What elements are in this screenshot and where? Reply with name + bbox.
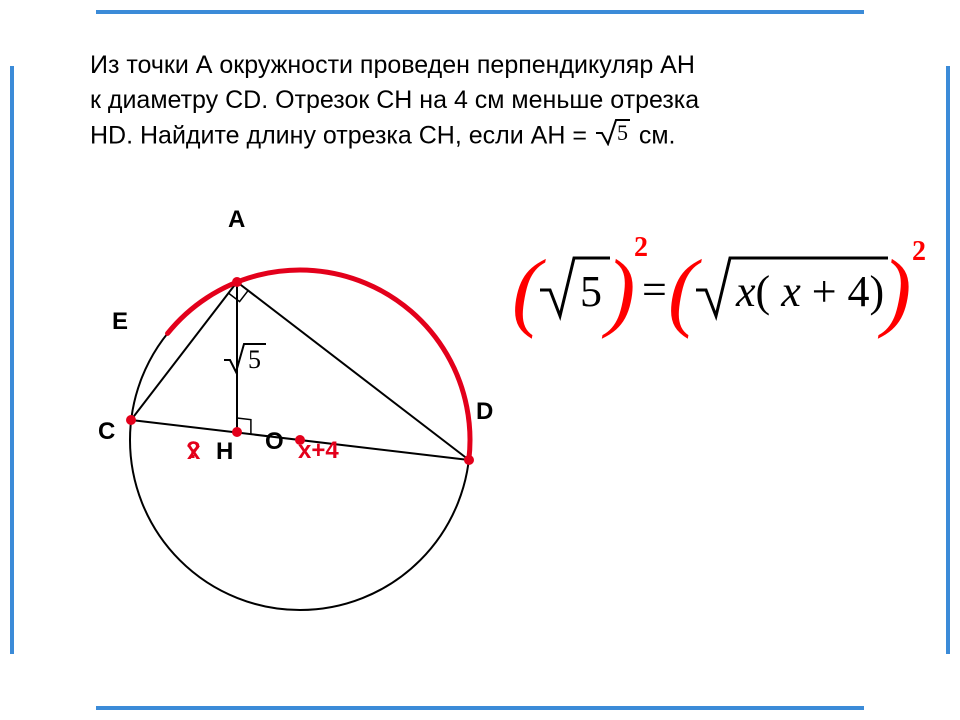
paren-close-1: ) <box>601 243 635 340</box>
frame-notch <box>864 702 954 714</box>
right-angle-marker-a <box>228 291 248 302</box>
frame-notch <box>6 6 18 66</box>
sqrt-value: 5 <box>617 120 628 145</box>
inline-sqrt-5: 5 <box>594 118 632 156</box>
label-O: O <box>265 428 284 456</box>
line-ca <box>131 282 237 420</box>
frame-notch <box>6 6 96 18</box>
problem-line3: HD. Найдите длину отрезка CH, если AH = <box>90 122 594 150</box>
exponent-2: 2 <box>912 236 926 267</box>
frame-notch <box>942 654 954 714</box>
label-C: C <box>98 418 115 446</box>
equation: ( 5 ) 2 = ( x( x + 4) ) 2 <box>510 220 930 360</box>
ah-length-label: 5 <box>224 344 266 374</box>
point-C <box>126 415 136 425</box>
point-A <box>232 277 242 287</box>
label-D: D <box>476 398 493 426</box>
label-H: H <box>216 438 233 466</box>
sqrt1-value: 5 <box>580 267 602 316</box>
point-H <box>232 427 242 437</box>
diagram-svg: 5 <box>60 200 520 660</box>
label-A: А <box>228 206 245 234</box>
equals-sign: = <box>642 265 667 314</box>
geometry-diagram: 5 АECHOD ? x x+4 <box>60 200 480 640</box>
frame-notch <box>864 6 954 18</box>
frame-notch <box>942 6 954 66</box>
problem-statement: Из точки А окружности проведен перпендик… <box>90 48 870 156</box>
hd-annotation: x+4 <box>298 437 339 465</box>
paren-close-2: ) <box>877 243 911 340</box>
problem-line2: к диаметру CD. Отрезок CH на 4 см меньше… <box>90 86 699 114</box>
frame-notch <box>6 654 18 714</box>
exponent-1: 2 <box>634 232 648 263</box>
sqrt2-expression: x( x + 4) <box>735 267 884 316</box>
problem-line1: Из точки А окружности проведен перпендик… <box>90 51 695 79</box>
label-E: E <box>112 308 128 336</box>
arc-ead <box>168 270 470 460</box>
ch-x: x <box>187 438 200 466</box>
equation-svg: ( 5 ) 2 = ( x( x + 4) ) 2 <box>510 220 930 360</box>
ah-sqrt-value: 5 <box>248 345 261 374</box>
point-D <box>464 455 474 465</box>
problem-line3-suffix: см. <box>639 122 676 150</box>
frame-notch <box>6 702 96 714</box>
